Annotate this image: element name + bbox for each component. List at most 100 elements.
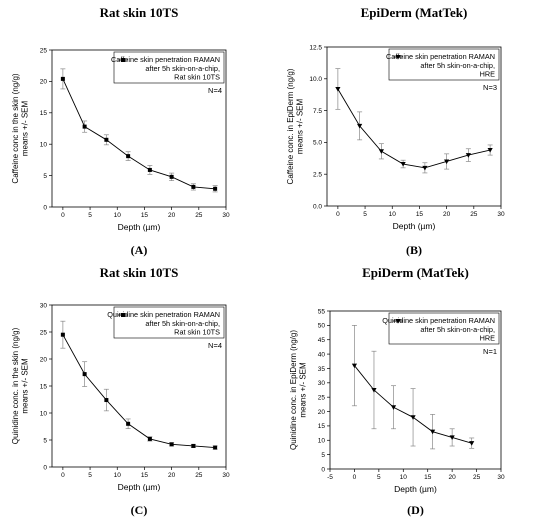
x-tick-label: 20: [449, 474, 457, 481]
x-tick-label: 25: [195, 472, 203, 479]
x-tick-label: 15: [141, 472, 149, 479]
x-tick-label: 0: [336, 211, 340, 218]
panel-label: (D): [407, 503, 424, 517]
y-tick-label: 0.0: [313, 203, 322, 210]
y-tick-label: 10: [318, 438, 326, 445]
data-point: [126, 154, 131, 159]
y-tick-label: 40: [318, 351, 326, 358]
data-point: [104, 137, 109, 142]
x-tick-label: 0: [353, 474, 357, 481]
sample-size-note: N=1: [483, 347, 497, 356]
chart-panel-b: EpiDerm (MatTek) 0 5 10 15 20 25 30 0.0 2.5 5.0 7.5…: [275, 0, 550, 260]
legend-entry: Rat skin 10TS: [174, 328, 220, 337]
x-tick-label: 5: [88, 212, 92, 219]
data-point: [213, 445, 218, 450]
chart-title: Rat skin 10TS: [100, 265, 179, 280]
legend-marker: [395, 319, 401, 324]
x-tick-label: 5: [363, 211, 367, 218]
y-tick-label: 45: [318, 337, 326, 344]
x-tick-label: 10: [114, 212, 122, 219]
y-tick-label: 5: [43, 437, 47, 444]
y-axis-label-line: means +/- SEM: [21, 100, 30, 156]
chart-title: EpiDerm (MatTek): [361, 5, 468, 20]
legend-entry: Rat skin 10TS: [174, 73, 220, 82]
y-axis-label-line: Caffeine conc in the skin (ng/g): [11, 73, 20, 183]
y-tick-label: 35: [318, 366, 326, 373]
x-axis-label: Depth (µm): [118, 222, 161, 232]
y-tick-label: 30: [318, 380, 326, 387]
panel-label: (A): [131, 243, 148, 257]
data-point: [357, 123, 363, 129]
data-point: [60, 332, 65, 337]
x-tick-label: 15: [141, 212, 149, 219]
legend-marker: [395, 55, 401, 60]
y-tick-label: 12.5: [309, 44, 322, 51]
x-tick-label: 20: [168, 212, 176, 219]
x-tick-label: 15: [424, 474, 432, 481]
y-tick-label: 0: [43, 204, 47, 211]
y-tick-label: 55: [318, 308, 326, 315]
legend-entry: HRE: [480, 334, 496, 343]
series-line: [337, 88, 491, 169]
y-tick-label: 7.5: [313, 108, 322, 115]
data-point: [126, 421, 131, 426]
data-point: [430, 429, 436, 435]
data-point: [449, 435, 455, 440]
chart-b: EpiDerm (MatTek) 0 5 10 15 20 25 30 0.0 2.5 5.0 7.5…: [286, 5, 505, 257]
x-tick-label: 5: [377, 474, 381, 481]
x-tick-label: 20: [168, 472, 176, 479]
legend-marker: [121, 313, 125, 317]
x-tick-label: 30: [497, 211, 505, 218]
legend-entry: after 5h skin-on-a-chip,: [420, 325, 495, 334]
legend-entry: Quinidine skin penetration RAMAN: [107, 310, 220, 319]
data-point: [378, 149, 384, 154]
y-tick-label: 10: [40, 410, 48, 417]
y-axis-label-line: means +/- SEM: [21, 358, 30, 414]
sample-size-note: N=4: [208, 86, 222, 95]
plot-frame: [326, 46, 502, 207]
legend-box: [388, 48, 500, 81]
series-line: [62, 334, 216, 449]
y-tick-label: 25: [40, 47, 48, 54]
data-point: [390, 405, 397, 410]
legend-entry: Quinidine skin penetration RAMAN: [382, 316, 495, 325]
x-tick-label: 10: [389, 211, 397, 218]
plot-frame: [51, 49, 227, 208]
y-tick-label: 10: [40, 142, 48, 149]
chart-panel-c: Rat skin 10TS 0 5 10 15 20 25 30 0 5 10 15 20 25 30 Dep…: [0, 260, 275, 520]
panel-label: (B): [406, 243, 422, 257]
sample-size-note: N=4: [208, 341, 222, 350]
data-point: [82, 372, 87, 377]
y-tick-label: 10.0: [309, 76, 322, 83]
data-point: [487, 148, 493, 153]
y-tick-label: 25: [318, 394, 326, 401]
data-point: [169, 174, 174, 179]
legend-entry: after 5h skin-on-a-chip,: [145, 319, 220, 328]
x-axis-label: Depth (µm): [393, 221, 436, 231]
legend-box: [113, 51, 225, 84]
y-axis-label: Caffeine conc in the skin (ng/g) means +/…: [11, 73, 30, 183]
y-axis-label: Quinidine conc. in EpiDerm (ng/g) means +…: [289, 330, 308, 450]
series-line: [62, 78, 216, 190]
y-tick-label: 5.0: [313, 140, 322, 147]
y-tick-label: 0: [43, 464, 47, 471]
y-axis-label-line: Caffeine conc. in EpiDerm (ng/g): [286, 68, 295, 184]
data-point: [191, 184, 196, 189]
y-tick-label: 20: [40, 79, 48, 86]
data-point: [422, 165, 428, 171]
legend-box: [113, 306, 225, 339]
chart-panel-d: EpiDerm (MatTek) -5 0 5 10 15 20 25 30 0 5 10 15 20 25…: [275, 260, 550, 520]
legend-entry: Caffeine skin penetration RAMAN: [386, 52, 495, 61]
y-axis-label-line: means +/- SEM: [299, 362, 308, 418]
y-tick-label: 0: [321, 466, 325, 473]
legend-box: [388, 312, 500, 345]
data-point: [410, 415, 416, 420]
legend-entry: HRE: [480, 70, 496, 79]
sample-size-note: N=3: [483, 83, 497, 92]
legend-entry: Caffeine skin penetration RAMAN: [111, 55, 220, 64]
x-tick-label: 25: [195, 212, 203, 219]
y-tick-label: 2.5: [313, 172, 322, 179]
data-point: [351, 363, 358, 369]
data-point: [465, 153, 471, 158]
data-point: [371, 388, 377, 393]
